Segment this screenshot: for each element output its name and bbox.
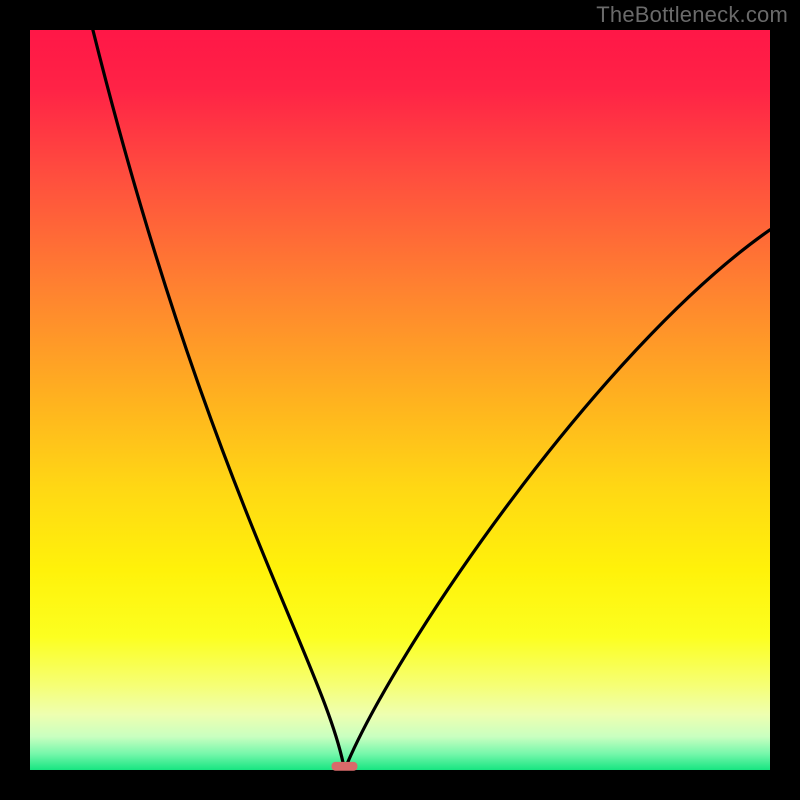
plot-background: [30, 30, 770, 770]
bottleneck-curve-plot: [0, 0, 800, 800]
optimal-marker: [332, 762, 358, 771]
chart-container: TheBottleneck.com: [0, 0, 800, 800]
watermark-text: TheBottleneck.com: [596, 2, 788, 28]
